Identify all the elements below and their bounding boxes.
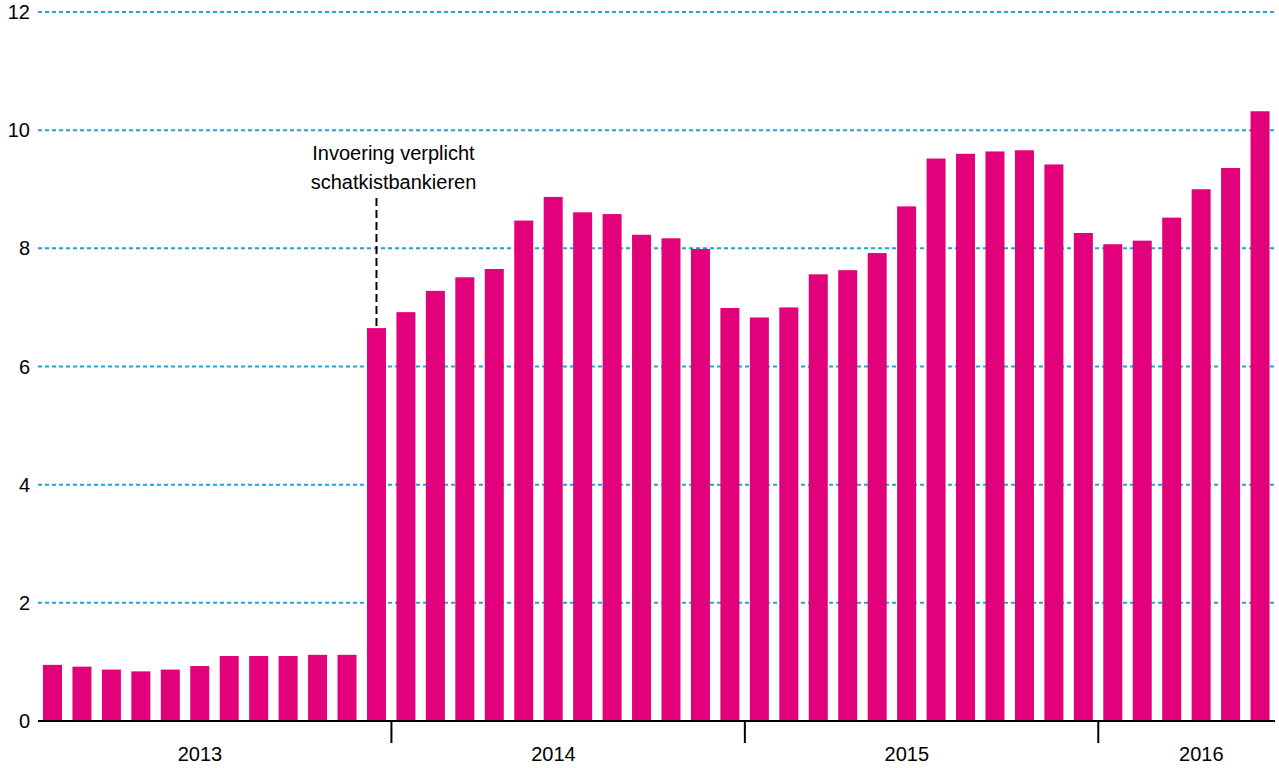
- svg-text:6: 6: [19, 356, 30, 378]
- svg-text:10: 10: [8, 119, 30, 141]
- svg-text:2: 2: [19, 592, 30, 614]
- svg-text:4: 4: [19, 474, 30, 496]
- svg-text:8: 8: [19, 237, 30, 259]
- svg-text:2015: 2015: [885, 743, 930, 765]
- svg-text:0: 0: [19, 710, 30, 732]
- svg-text:2014: 2014: [531, 743, 576, 765]
- svg-text:12: 12: [8, 1, 30, 23]
- svg-text:2016: 2016: [1179, 743, 1224, 765]
- svg-text:Invoering verplichtschatkistba: Invoering verplichtschatkistbankieren: [311, 142, 477, 193]
- svg-text:2013: 2013: [178, 743, 223, 765]
